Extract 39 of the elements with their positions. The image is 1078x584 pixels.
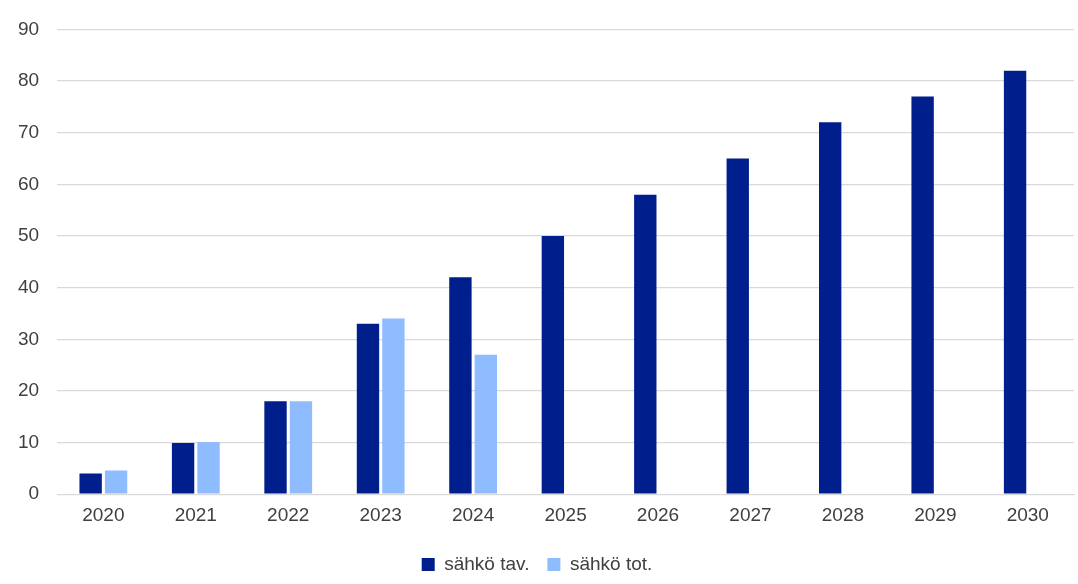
bar: [382, 318, 405, 494]
y-tick-label: 60: [17, 172, 40, 194]
y-tick-label: 90: [17, 17, 40, 39]
bar: [449, 277, 472, 494]
x-tick-label: 2027: [729, 503, 772, 525]
y-tick-label: 20: [17, 379, 40, 401]
x-tick-label: 2022: [267, 503, 310, 525]
y-tick-label: 70: [17, 120, 40, 142]
y-tick-label: 50: [17, 224, 40, 246]
bar: [634, 194, 657, 494]
bar: [264, 401, 287, 494]
x-tick-label: 2024: [451, 503, 495, 525]
x-tick-label: 2029: [914, 503, 957, 525]
bar: [911, 96, 934, 494]
bar: [171, 443, 195, 494]
y-tick-label: 0: [28, 482, 40, 504]
x-tick-label: 2021: [174, 503, 217, 525]
bar: [104, 470, 128, 494]
x-tick-label: 2023: [359, 503, 402, 525]
bar: [541, 235, 565, 494]
y-tick-label: 80: [17, 69, 40, 91]
x-tick-label: 2030: [1006, 503, 1049, 525]
bar: [819, 122, 842, 494]
y-tick-label: 10: [17, 430, 40, 452]
bar: [1003, 70, 1027, 494]
bar: [79, 473, 102, 494]
bar: [289, 401, 313, 494]
bar: [474, 354, 498, 494]
y-tick-label: 30: [17, 327, 40, 349]
legend-label: sähkö tav.: [444, 552, 530, 574]
y-tick-label: 40: [17, 275, 40, 297]
bar: [356, 323, 380, 494]
x-tick-label: 2025: [544, 503, 587, 525]
x-tick-label: 2020: [82, 503, 125, 525]
bar: [726, 158, 749, 494]
x-tick-label: 2028: [821, 503, 865, 525]
bar: [197, 442, 220, 494]
x-tick-label: 2026: [636, 503, 680, 525]
legend-label: sähkö tot.: [569, 552, 653, 574]
